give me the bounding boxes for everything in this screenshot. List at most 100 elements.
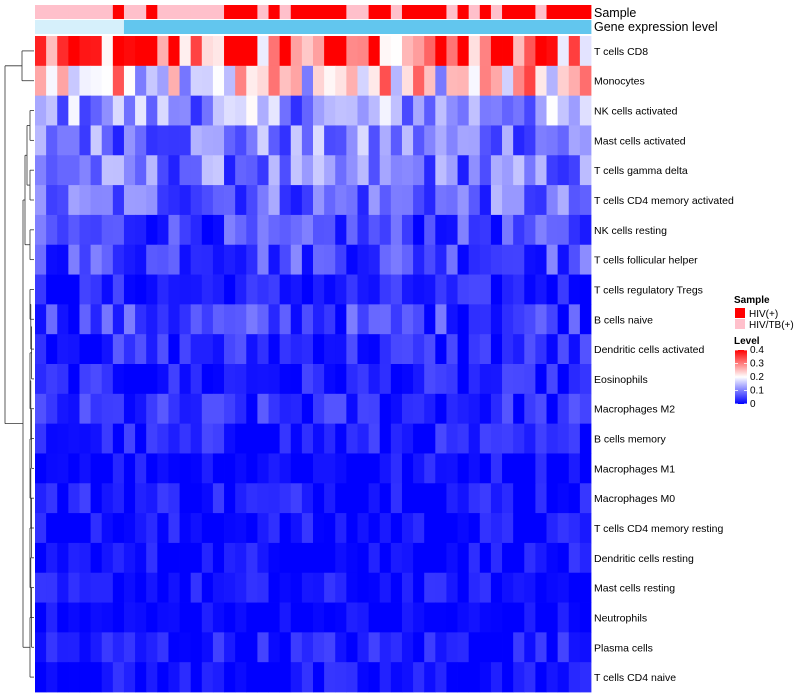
heatmap-cell [335, 274, 347, 305]
heatmap-cell [568, 274, 581, 305]
heatmap-cell [57, 513, 69, 544]
heatmap-cell [368, 423, 381, 454]
heatmap-cell [290, 364, 303, 395]
heatmap-cell [413, 364, 425, 395]
heatmap-cell [546, 513, 559, 544]
heatmap-cell [146, 155, 158, 186]
heatmap-cell [301, 662, 314, 693]
heatmap-cell [123, 214, 136, 246]
heatmap-cell [157, 662, 169, 693]
heatmap-cell [357, 602, 369, 633]
heatmap-cell [535, 155, 547, 186]
heatmap-cell [68, 542, 80, 574]
heatmap-cell [301, 542, 314, 574]
heatmap-cell [368, 393, 381, 425]
heatmap-cell [335, 662, 347, 693]
legend-level-title: Level [734, 336, 760, 347]
heatmap-cell [313, 423, 325, 454]
heatmap-cell [268, 662, 281, 693]
heatmap-cell [212, 304, 225, 335]
heatmap-cell [46, 95, 58, 126]
heatmap-cell [401, 304, 414, 335]
heatmap-cell [101, 65, 114, 97]
heatmap-cell [502, 364, 514, 395]
heatmap-cell [379, 274, 392, 305]
row-label: Dendritic cells resting [594, 553, 694, 565]
heatmap-cell [335, 244, 347, 275]
heatmap-cell [524, 95, 536, 126]
heatmap-cell [424, 602, 436, 633]
heatmap-cell [457, 274, 470, 305]
heatmap-cell [479, 214, 492, 246]
heatmap-cell [268, 36, 281, 67]
heatmap-cell [190, 513, 203, 544]
row-label: Macrophages M1 [594, 463, 675, 475]
heatmap-cell [546, 483, 559, 514]
heatmap-cell [401, 274, 414, 305]
heatmap-cell [513, 393, 525, 425]
heatmap-cell [468, 364, 481, 395]
heatmap-cell [401, 542, 414, 574]
heatmap-cell [179, 393, 192, 425]
heatmap-cell [46, 334, 58, 365]
heatmap-cell [357, 125, 369, 156]
gene-expression-annotation-cell [224, 20, 236, 34]
heatmap-cell [502, 125, 514, 156]
heatmap-cell [101, 334, 114, 365]
heatmap-cell [57, 483, 69, 514]
heatmap-cell [235, 483, 247, 514]
heatmap-cell [46, 513, 58, 544]
heatmap-cell [146, 214, 158, 246]
heatmap-cell [123, 483, 136, 514]
heatmap-cell [513, 513, 525, 544]
heatmap-cell [468, 304, 481, 335]
heatmap-cell [257, 453, 269, 484]
gene-expression-annotation-cell [168, 20, 180, 34]
gene-expression-annotation-cell [524, 20, 536, 34]
heatmap-cell [179, 304, 192, 335]
heatmap-cell [212, 155, 225, 186]
heatmap-cell [490, 423, 503, 454]
heatmap-cell [112, 214, 125, 246]
heatmap-cell [324, 572, 336, 603]
heatmap-cell [201, 185, 214, 216]
sample-annotation-cell [313, 5, 325, 19]
heatmap-cell [157, 304, 169, 335]
heatmap-cell [446, 542, 458, 574]
heatmap-cell [235, 185, 247, 216]
heatmap-cell [224, 662, 236, 693]
heatmap-cell [413, 65, 425, 97]
heatmap-cell [401, 334, 414, 365]
heatmap-cell [35, 572, 47, 603]
heatmap-cell [123, 65, 136, 97]
heatmap-cell [557, 304, 570, 335]
heatmap-cell [346, 334, 358, 365]
heatmap-cell [179, 483, 192, 514]
heatmap-cell [46, 274, 58, 305]
heatmap-cell [446, 274, 458, 305]
heatmap-cell [379, 423, 392, 454]
heatmap-cell [201, 542, 214, 574]
heatmap-cell [268, 393, 281, 425]
heatmap-cell [123, 453, 136, 484]
row-label: NK cells resting [594, 225, 667, 237]
heatmap-cell [168, 572, 180, 603]
heatmap-cell [212, 214, 225, 246]
heatmap-cell [112, 602, 125, 633]
heatmap-cell [79, 125, 91, 156]
heatmap-cell [35, 274, 47, 305]
heatmap-cell [212, 662, 225, 693]
heatmap-cell [290, 244, 303, 275]
heatmap-cell [235, 632, 247, 663]
heatmap-cell [279, 453, 292, 484]
heatmap-cell [257, 483, 269, 514]
heatmap-cell [68, 572, 80, 603]
heatmap-cell [46, 244, 58, 275]
heatmap-cell [190, 155, 203, 186]
heatmap-cell [112, 393, 125, 425]
heatmap-cell [190, 65, 203, 97]
heatmap-cell [457, 244, 470, 275]
heatmap-cell [279, 423, 292, 454]
heatmap-cell [135, 214, 147, 246]
heatmap-cell [79, 453, 91, 484]
